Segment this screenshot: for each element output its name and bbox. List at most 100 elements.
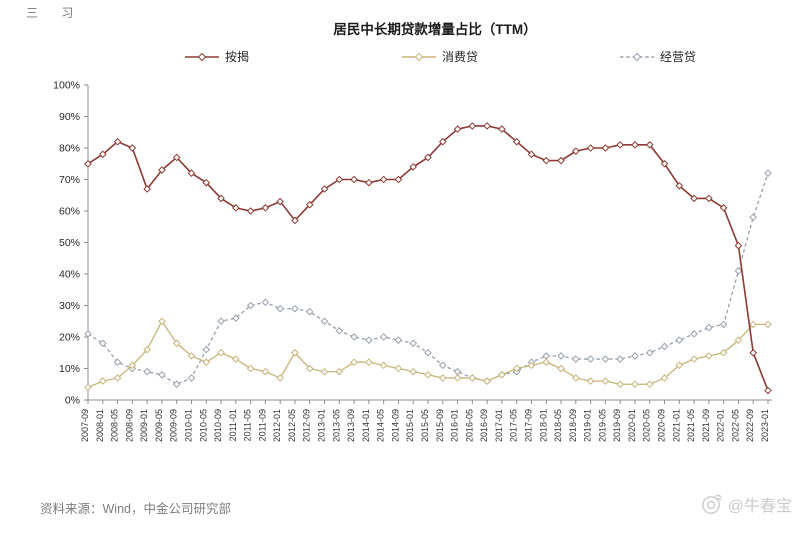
marker-mortgage: [438, 137, 447, 146]
marker-mortgage: [158, 166, 166, 174]
marker-business-loan: [453, 367, 462, 376]
x-tick-label: 2022-01: [716, 409, 726, 442]
marker-consumer-loan: [660, 374, 669, 382]
marker-business-loan: [84, 330, 92, 338]
marker-consumer-loan: [705, 352, 713, 360]
legend-label-mortgage: 按揭: [225, 50, 250, 64]
marker-business-loan: [276, 304, 284, 313]
x-tick-label: 2012-01: [272, 409, 282, 442]
marker-consumer-loan: [512, 364, 521, 373]
marker-mortgage: [719, 204, 728, 212]
marker-business-loan: [232, 314, 240, 322]
marker-consumer-loan: [498, 370, 506, 379]
marker-business-loan: [113, 358, 122, 367]
y-tick-label: 70%: [59, 174, 80, 186]
marker-consumer-loan: [734, 336, 743, 344]
marker-mortgage: [645, 141, 654, 149]
marker-mortgage: [128, 144, 137, 152]
x-tick-label: 2014-09: [390, 409, 400, 442]
y-tick-label: 30%: [59, 300, 80, 312]
series-mortgage: [84, 122, 772, 395]
marker-consumer-loan: [291, 348, 299, 357]
marker-mortgage: [527, 150, 536, 159]
marker-consumer-loan: [572, 374, 580, 382]
marker-mortgage: [690, 194, 698, 203]
marker-mortgage: [616, 141, 624, 149]
marker-business-loan: [394, 336, 403, 344]
x-tick-label: 2011-01: [228, 409, 238, 441]
legend-item-business-loan: 经营贷: [620, 48, 696, 65]
x-tick-label: 2010-01: [183, 409, 193, 442]
marker-consumer-loan: [719, 348, 728, 357]
x-tick-label: 2020-01: [627, 409, 637, 442]
y-tick-label: 40%: [59, 269, 80, 281]
marker-consumer-loan: [98, 377, 107, 385]
x-tick-label: 2009-01: [139, 409, 149, 442]
marker-consumer-loan: [232, 355, 240, 363]
marker-consumer-loan: [483, 377, 491, 385]
x-tick-label: 2008-09: [124, 409, 134, 442]
y-tick-label: 80%: [59, 143, 80, 155]
y-tick-label: 50%: [59, 237, 80, 249]
x-tick-label: 2015-09: [435, 409, 445, 442]
marker-mortgage: [453, 125, 462, 133]
series-consumer-loan: [84, 317, 772, 392]
marker-business-loan: [719, 320, 728, 329]
legend-label-business-loan: 经营贷: [660, 50, 697, 64]
marker-consumer-loan: [675, 361, 684, 370]
x-tick-label: 2021-01: [671, 409, 681, 442]
x-tick-label: 2012-05: [287, 409, 297, 442]
marker-business-loan: [749, 213, 758, 222]
marker-mortgage: [305, 200, 314, 209]
marker-business-loan: [379, 333, 388, 341]
marker-mortgage: [365, 178, 373, 187]
marker-mortgage: [320, 185, 329, 193]
x-tick-label: 2021-05: [686, 409, 696, 442]
marker-consumer-loan: [631, 380, 639, 389]
marker-mortgage: [84, 159, 92, 168]
marker-business-loan: [261, 298, 270, 307]
x-tick-label: 2013-01: [317, 409, 327, 442]
marker-mortgage: [98, 150, 107, 159]
marker-consumer-loan: [586, 377, 595, 385]
marker-mortgage: [572, 147, 580, 155]
marker-consumer-loan: [261, 367, 270, 376]
marker-business-loan: [409, 339, 418, 348]
marker-business-loan: [320, 317, 329, 326]
marker-mortgage: [335, 175, 344, 184]
marker-consumer-loan: [365, 358, 373, 367]
x-tick-label: 2021-09: [701, 409, 711, 442]
marker-consumer-loan: [557, 364, 565, 373]
marker-mortgage: [586, 144, 595, 152]
marker-business-loan: [424, 348, 432, 357]
marker-consumer-loan: [246, 364, 255, 373]
x-tick-label: 2016-09: [479, 409, 489, 442]
marker-consumer-loan: [453, 374, 462, 382]
x-tick-label: 2017-01: [494, 409, 504, 442]
x-tick-label: 2019-09: [612, 409, 622, 442]
marker-consumer-loan: [335, 367, 344, 376]
x-tick-label: 2022-09: [745, 409, 755, 442]
marker-mortgage: [217, 194, 225, 203]
x-tick-label: 2022-05: [730, 409, 740, 442]
series-business-loan: [84, 169, 772, 389]
marker-business-loan: [542, 352, 551, 360]
x-tick-label: 2008-01: [95, 409, 105, 442]
marker-mortgage: [601, 144, 610, 152]
marker-business-loan: [246, 301, 255, 310]
marker-mortgage: [246, 207, 255, 215]
x-tick-label: 2007-09: [80, 409, 90, 442]
marker-mortgage: [734, 241, 743, 250]
legend-swatch-mortgage: [185, 52, 219, 61]
x-tick-label: 2014-05: [376, 409, 386, 442]
marker-consumer-loan: [113, 374, 122, 382]
marker-business-loan: [158, 370, 166, 379]
y-tick-label: 0%: [65, 395, 80, 407]
marker-consumer-loan: [276, 374, 284, 382]
x-tick-label: 2016-01: [450, 409, 460, 442]
x-tick-label: 2009-09: [169, 409, 179, 442]
source-note: 资料来源：Wind，中金公司研究部: [40, 502, 231, 516]
marker-business-loan: [365, 336, 373, 344]
marker-consumer-loan: [394, 364, 403, 373]
